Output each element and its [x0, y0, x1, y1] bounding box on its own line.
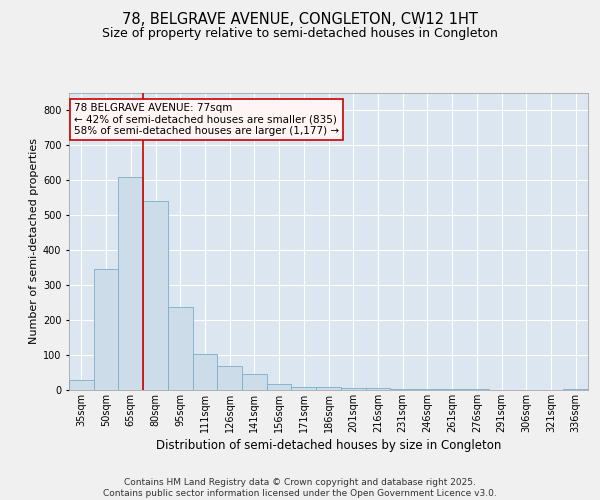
Bar — [69, 380, 94, 390]
Bar — [563, 389, 588, 390]
Bar — [316, 386, 341, 390]
Bar — [118, 176, 143, 390]
Bar — [94, 269, 118, 390]
Text: Size of property relative to semi-detached houses in Congleton: Size of property relative to semi-detach… — [102, 28, 498, 40]
Bar — [390, 389, 415, 390]
Bar — [143, 201, 168, 390]
Bar — [292, 386, 316, 390]
Bar — [193, 354, 217, 390]
Bar — [365, 388, 390, 390]
Bar — [267, 384, 292, 390]
Bar — [217, 366, 242, 390]
Text: 78 BELGRAVE AVENUE: 77sqm
← 42% of semi-detached houses are smaller (835)
58% of: 78 BELGRAVE AVENUE: 77sqm ← 42% of semi-… — [74, 103, 340, 136]
Text: Contains HM Land Registry data © Crown copyright and database right 2025.
Contai: Contains HM Land Registry data © Crown c… — [103, 478, 497, 498]
Bar — [242, 374, 267, 390]
Text: 78, BELGRAVE AVENUE, CONGLETON, CW12 1HT: 78, BELGRAVE AVENUE, CONGLETON, CW12 1HT — [122, 12, 478, 28]
X-axis label: Distribution of semi-detached houses by size in Congleton: Distribution of semi-detached houses by … — [156, 439, 501, 452]
Y-axis label: Number of semi-detached properties: Number of semi-detached properties — [29, 138, 38, 344]
Bar — [341, 388, 365, 390]
Bar — [168, 306, 193, 390]
